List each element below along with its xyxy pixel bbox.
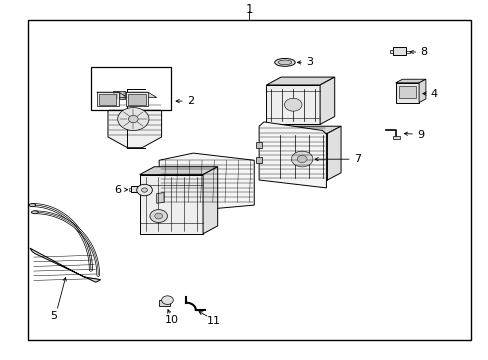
Polygon shape: [159, 153, 254, 211]
Polygon shape: [327, 126, 340, 180]
Bar: [91, 67, 171, 110]
Polygon shape: [271, 126, 340, 134]
Text: 9: 9: [417, 130, 424, 140]
Circle shape: [284, 98, 302, 111]
Text: 7: 7: [354, 154, 361, 164]
Polygon shape: [140, 167, 217, 175]
Polygon shape: [126, 92, 148, 107]
Polygon shape: [418, 79, 425, 103]
Polygon shape: [203, 167, 217, 234]
Text: 5: 5: [50, 311, 57, 321]
Polygon shape: [255, 141, 261, 148]
Circle shape: [137, 184, 152, 196]
Bar: [395, 83, 418, 103]
Bar: [266, 85, 320, 125]
Text: 3: 3: [305, 57, 312, 67]
Text: 10: 10: [164, 315, 178, 325]
Polygon shape: [108, 89, 161, 148]
Bar: [128, 94, 145, 105]
Ellipse shape: [274, 58, 295, 66]
Polygon shape: [126, 92, 157, 98]
Circle shape: [128, 116, 138, 123]
Polygon shape: [157, 193, 163, 203]
Polygon shape: [395, 79, 425, 83]
Ellipse shape: [278, 60, 291, 65]
Circle shape: [142, 188, 147, 192]
Text: 4: 4: [429, 89, 436, 99]
Bar: [27, 21, 470, 339]
Text: 2: 2: [187, 96, 194, 106]
Bar: [271, 134, 327, 180]
Bar: [398, 86, 415, 98]
Polygon shape: [255, 157, 261, 163]
Polygon shape: [320, 77, 334, 125]
Bar: [159, 300, 169, 306]
Circle shape: [291, 151, 312, 167]
Circle shape: [161, 296, 173, 305]
Text: 11: 11: [206, 316, 220, 325]
Circle shape: [118, 108, 149, 131]
Bar: [99, 94, 116, 105]
Text: 6: 6: [114, 185, 121, 195]
Ellipse shape: [31, 211, 38, 214]
Bar: [392, 47, 406, 55]
Text: 8: 8: [420, 47, 427, 57]
Polygon shape: [259, 122, 326, 188]
Bar: [140, 175, 203, 234]
Polygon shape: [97, 92, 127, 98]
Polygon shape: [30, 248, 101, 282]
Bar: [131, 186, 142, 192]
Bar: [392, 135, 399, 139]
Text: 1: 1: [245, 3, 253, 16]
Polygon shape: [266, 77, 334, 85]
Circle shape: [155, 213, 162, 219]
Polygon shape: [97, 92, 119, 107]
Polygon shape: [113, 91, 125, 99]
Bar: [129, 188, 132, 191]
Ellipse shape: [29, 204, 36, 207]
Bar: [389, 50, 392, 53]
Circle shape: [150, 210, 167, 222]
Circle shape: [297, 156, 306, 163]
